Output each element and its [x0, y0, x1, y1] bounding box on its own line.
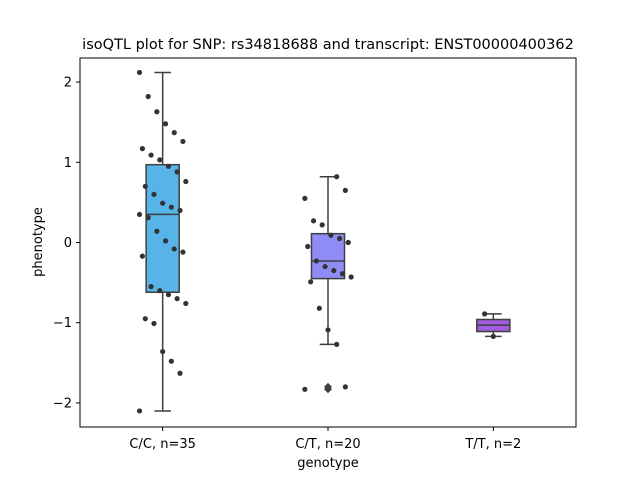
data-point: [308, 279, 314, 285]
data-point: [482, 311, 488, 317]
y-tick-label: −1: [53, 316, 72, 331]
data-point: [302, 195, 308, 201]
data-point: [139, 253, 146, 259]
data-point: [142, 316, 148, 322]
data-point: [139, 146, 146, 152]
plot-area: [136, 69, 511, 414]
data-point: [331, 267, 337, 274]
data-point: [334, 174, 340, 180]
y-axis: 2 1 0 −1 −2: [53, 76, 80, 411]
data-point: [310, 218, 317, 224]
chart-title: isoQTL plot for SNP: rs34818688 and tran…: [82, 37, 574, 53]
data-point: [160, 200, 166, 206]
data-point: [157, 157, 163, 163]
data-point: [136, 408, 143, 414]
box: [310, 232, 346, 280]
y-tick-label: 1: [64, 156, 72, 171]
data-point: [174, 169, 180, 175]
data-point: [145, 93, 151, 100]
data-point: [168, 358, 174, 364]
data-point: [157, 288, 163, 294]
data-point: [305, 243, 311, 250]
data-point: [336, 235, 343, 242]
data-point: [322, 263, 328, 270]
data-point: [342, 384, 348, 390]
data-point: [180, 249, 186, 255]
x-tick-label: C/C, n=35: [129, 437, 195, 452]
x-tick-label: T/T, n=2: [464, 437, 521, 452]
y-axis-label: phenotype: [31, 207, 46, 277]
data-point: [177, 207, 183, 214]
strip-points: [302, 174, 354, 392]
data-point: [171, 130, 177, 136]
box: [145, 163, 180, 293]
data-point: [162, 238, 169, 244]
data-point: [345, 239, 351, 246]
data-point: [339, 271, 346, 277]
y-tick-label: −2: [53, 396, 72, 411]
data-point: [328, 232, 334, 238]
box-group: [145, 71, 180, 412]
data-point: [154, 109, 160, 115]
data-point: [136, 211, 143, 218]
strip-points: [136, 69, 189, 414]
strip-points: [482, 311, 496, 339]
x-axis-label: genotype: [297, 456, 358, 471]
data-point: [342, 187, 348, 193]
data-point: [160, 348, 166, 355]
data-point: [302, 386, 308, 392]
data-point: [151, 191, 157, 197]
y-tick-label: 2: [64, 76, 72, 91]
data-point: [168, 204, 174, 210]
data-point: [154, 228, 160, 234]
y-tick-label: 0: [64, 236, 72, 251]
data-point: [180, 138, 186, 145]
data-point: [183, 300, 189, 307]
data-point: [145, 215, 151, 221]
data-point: [183, 178, 189, 185]
data-point: [334, 341, 340, 347]
data-point: [174, 296, 180, 302]
data-point: [165, 163, 172, 169]
data-point: [325, 327, 331, 333]
x-tick-label: C/T, n=20: [295, 437, 360, 452]
outlier-marker: [324, 385, 332, 394]
data-point: [151, 320, 157, 327]
data-point: [162, 121, 169, 127]
x-axis: C/C, n=35 C/T, n=20 T/T, n=2: [129, 427, 521, 452]
data-point: [171, 246, 177, 252]
data-point: [313, 258, 320, 264]
data-point: [148, 152, 154, 158]
box-group: [476, 313, 511, 338]
data-point: [142, 183, 148, 189]
data-point: [490, 333, 496, 339]
data-point: [136, 69, 143, 76]
data-point: [316, 305, 322, 311]
box-group: [310, 175, 346, 394]
data-point: [148, 284, 154, 290]
data-point: [319, 222, 325, 228]
data-point: [165, 292, 172, 298]
data-point: [177, 370, 183, 376]
data-point: [348, 274, 354, 280]
